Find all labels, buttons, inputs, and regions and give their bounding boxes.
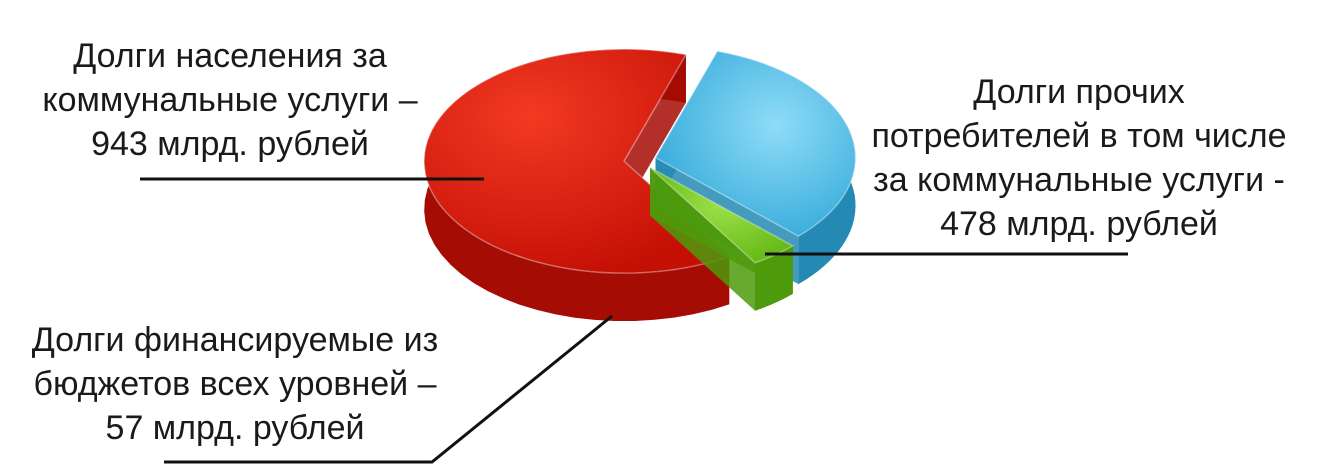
slice-label-line: Долги финансируемые из	[31, 321, 439, 359]
slice-label-line: потребителей в том числе	[871, 117, 1287, 155]
slice-label-line: Долги населения за	[73, 37, 387, 75]
pie-slice-cut-face	[649, 167, 756, 311]
slice-label-line: 57 млрд. рублей	[105, 409, 365, 447]
pie-slice-budget	[649, 166, 795, 311]
slice-label-line: 478 млрд. рублей	[940, 205, 1218, 243]
slice-label-line: за коммунальные услуги -	[873, 161, 1285, 199]
slice-label-line: коммунальные услуги –	[42, 81, 418, 119]
pie-slice-cut-face	[624, 54, 686, 210]
slice-label-line: бюджетов всех уровней –	[33, 365, 437, 403]
slice-label-population: Долги населения за коммунальные услуги –…	[0, 34, 460, 166]
leader-line-budget	[164, 314, 613, 464]
slice-label-line: Долги прочих	[973, 73, 1185, 111]
slice-label-other-consumers: Долги прочих потребителей в том числе за…	[840, 70, 1318, 246]
slice-label-budget: Долги финансируемые из бюджетов всех уро…	[0, 318, 470, 450]
pie-slice-top	[654, 50, 857, 237]
slice-label-line: 943 млрд. рублей	[91, 125, 369, 163]
